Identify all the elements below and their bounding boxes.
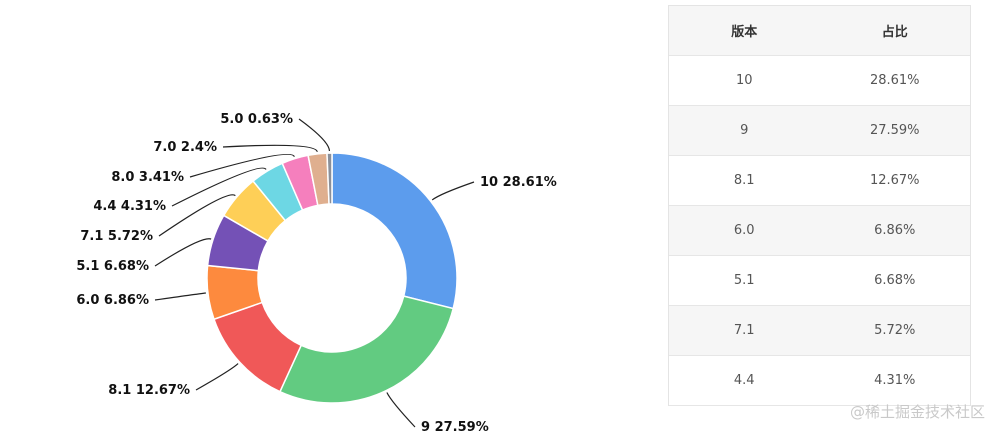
table-row: 7.1 5.72% (669, 306, 970, 356)
leader-line-9 (386, 392, 416, 428)
slice-label-5.0: 5.0 0.63% (220, 112, 293, 127)
table-row: 5.1 6.68% (669, 256, 970, 306)
leader-line-8.0 (189, 153, 295, 178)
cell-share: 6.68% (874, 273, 916, 288)
slice-label-4.4: 4.4 4.31% (93, 199, 166, 214)
leader-line-8.1 (195, 363, 239, 391)
cell-version: 6.0 (733, 223, 755, 238)
cell-version: 10 (735, 73, 753, 88)
slice-label-6.0: 6.0 6.86% (76, 293, 149, 308)
cell-share: 6.86% (874, 223, 916, 238)
leader-line-6.0 (154, 292, 206, 301)
slice-label-10: 10 28.61% (480, 175, 557, 190)
slice-label-8.1: 8.1 12.67% (108, 383, 190, 398)
slice-label-7.1: 7.1 5.72% (80, 229, 153, 244)
donut-slice-9 (278, 295, 455, 404)
version-share-table: 版本 占比 10 28.61% 9 27.59% 8.1 12.67% 6.0 … (668, 5, 971, 406)
table-row: 9 27.59% (669, 106, 970, 156)
leader-line-5.1 (154, 238, 212, 267)
watermark: @稀土掘金技术社区 (849, 403, 985, 421)
leader-line-7.0 (222, 144, 318, 153)
header-version: 版本 (731, 25, 758, 40)
cell-share: 12.67% (869, 173, 920, 188)
cell-version: 4.4 (733, 373, 755, 388)
table-row: 8.1 12.67% (669, 156, 970, 206)
leader-line-5.0 (298, 118, 331, 152)
slice-label-9: 9 27.59% (421, 420, 489, 435)
leader-line-10 (431, 181, 475, 201)
cell-version: 5.1 (733, 273, 755, 288)
slice-label-8.0: 8.0 3.41% (111, 170, 184, 185)
table-row: 4.4 4.31% (669, 356, 970, 406)
cell-share: 27.59% (869, 123, 920, 138)
slice-label-5.1: 5.1 6.68% (76, 259, 149, 274)
cell-share: 5.72% (874, 323, 916, 338)
table-row: 10 28.61% (669, 56, 970, 106)
donut-slice-5.0 (326, 152, 333, 205)
table-row: 6.0 6.86% (669, 206, 970, 256)
cell-share: 28.61% (869, 73, 920, 88)
header-share: 占比 (881, 25, 908, 40)
cell-version: 7.1 (733, 323, 755, 338)
leader-line-4.4 (171, 167, 267, 207)
donut-slice-10 (331, 152, 458, 310)
leader-line-7.1 (158, 194, 236, 237)
slice-label-7.0: 7.0 2.4% (153, 140, 217, 155)
cell-version: 8.1 (733, 173, 755, 188)
cell-share: 4.31% (874, 373, 916, 388)
table-header-row: 版本 占比 (669, 6, 970, 56)
cell-version: 9 (740, 123, 749, 138)
